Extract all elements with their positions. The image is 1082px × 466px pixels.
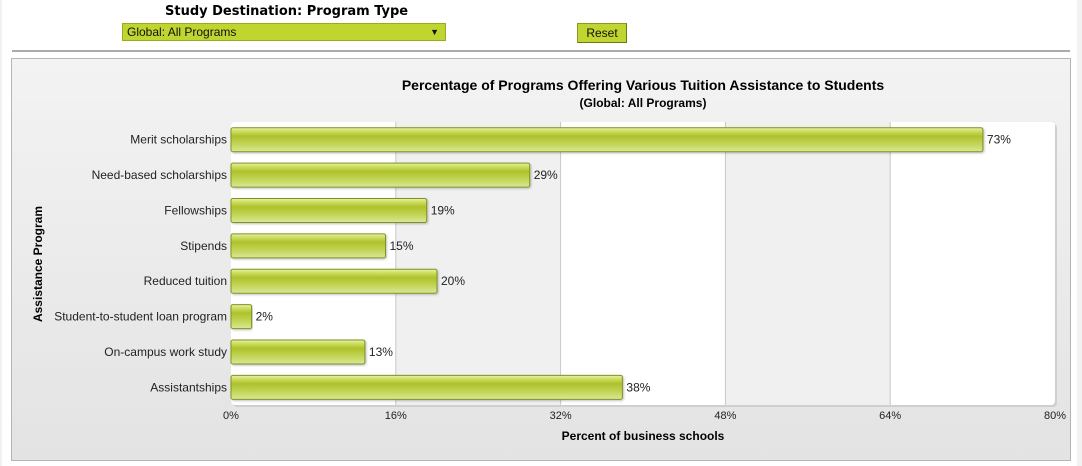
- bar: [230, 197, 428, 223]
- category-label: Need-based scholarships: [92, 168, 227, 182]
- category-label: Fellowships: [164, 203, 227, 217]
- divider: [12, 50, 1070, 52]
- chart-subtitle: (Global: All Programs): [580, 96, 707, 110]
- labels: Percentage of Programs Offering Various …: [31, 77, 884, 443]
- category-label: Reduced tuition: [144, 274, 227, 288]
- value-label: 13%: [369, 345, 393, 359]
- x-tick-label: 48%: [714, 410, 736, 422]
- bar: [230, 162, 531, 188]
- chart-title: Percentage of Programs Offering Various …: [402, 77, 885, 93]
- value-label: 2%: [256, 310, 274, 324]
- page-left-edge: [0, 0, 2, 466]
- x-axis-label: Percent of business schools: [562, 429, 725, 443]
- program-type-select[interactable]: Global: All Programs ▼: [122, 23, 446, 41]
- grid-band: [725, 122, 891, 405]
- category-label: On-campus work study: [104, 345, 227, 359]
- value-label: 38%: [626, 380, 650, 394]
- value-label: 20%: [441, 274, 465, 288]
- reset-button[interactable]: Reset: [577, 23, 627, 43]
- category-label: Merit scholarships: [130, 133, 227, 147]
- category-label: Assistantships: [150, 380, 227, 394]
- value-label: 73%: [987, 133, 1011, 147]
- bar: [230, 268, 438, 294]
- bars: Merit scholarships 73% Need-based scholars…: [54, 127, 1011, 400]
- x-tick-label: 80%: [1044, 410, 1066, 422]
- program-type-selected-value: Global: All Programs: [127, 25, 237, 39]
- bar: [230, 233, 386, 259]
- page-scrollbar-track[interactable]: [1077, 0, 1082, 466]
- x-tick-label: 32%: [550, 410, 572, 422]
- bar: [230, 374, 623, 400]
- bar: [230, 339, 366, 365]
- value-label: 15%: [390, 239, 414, 253]
- value-label: 29%: [534, 168, 558, 182]
- value-label: 19%: [431, 203, 455, 217]
- category-label: Student-to-student loan program: [54, 310, 227, 324]
- category-label: Stipends: [180, 239, 227, 253]
- y-axis-label: Assistance Program: [31, 206, 45, 322]
- x-tick-label: 16%: [385, 410, 407, 422]
- bar: [230, 127, 984, 153]
- x-tick-label: 64%: [879, 410, 901, 422]
- filter-label: Study Destination: Program Type: [165, 4, 409, 19]
- bar: [230, 304, 253, 330]
- triangle-down-icon: ▼: [430, 27, 439, 37]
- x-tick-label: 0%: [223, 410, 239, 422]
